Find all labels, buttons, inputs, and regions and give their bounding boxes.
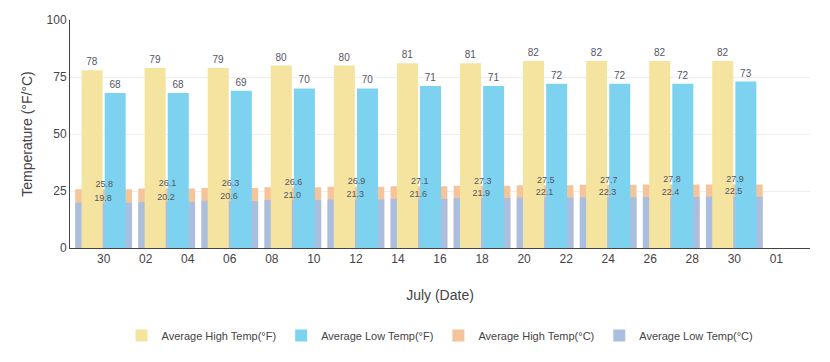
svg-text:75: 75	[53, 70, 67, 84]
svg-text:22.3: 22.3	[599, 187, 617, 197]
svg-text:Average High Temp(°C): Average High Temp(°C)	[478, 330, 594, 342]
svg-text:79: 79	[149, 54, 161, 65]
svg-text:16: 16	[433, 252, 447, 266]
svg-text:26.6: 26.6	[285, 177, 303, 187]
svg-text:27.7: 27.7	[600, 175, 618, 185]
svg-text:72: 72	[551, 70, 563, 81]
svg-text:20.6: 20.6	[220, 191, 238, 201]
svg-text:22.5: 22.5	[725, 186, 743, 196]
svg-text:68: 68	[109, 79, 121, 90]
svg-text:30: 30	[97, 252, 111, 266]
svg-text:50: 50	[53, 127, 67, 141]
svg-text:July (Date): July (Date)	[406, 287, 474, 303]
svg-text:71: 71	[488, 72, 500, 83]
svg-text:82: 82	[654, 47, 666, 58]
svg-text:100: 100	[47, 13, 67, 27]
svg-text:68: 68	[172, 79, 184, 90]
svg-text:81: 81	[465, 49, 477, 60]
svg-text:14: 14	[391, 252, 405, 266]
svg-text:0: 0	[60, 241, 67, 255]
svg-text:26: 26	[644, 252, 658, 266]
svg-text:25.8: 25.8	[96, 179, 114, 189]
svg-text:06: 06	[223, 252, 237, 266]
svg-text:01: 01	[770, 252, 784, 266]
svg-text:27.1: 27.1	[411, 176, 429, 186]
svg-text:27.9: 27.9	[726, 174, 744, 184]
svg-text:81: 81	[402, 49, 414, 60]
svg-text:28: 28	[686, 252, 700, 266]
svg-text:70: 70	[362, 74, 374, 85]
svg-text:20.2: 20.2	[157, 192, 175, 202]
svg-text:22.4: 22.4	[662, 187, 680, 197]
svg-text:21.6: 21.6	[410, 189, 428, 199]
svg-text:25: 25	[53, 184, 67, 198]
svg-text:26.3: 26.3	[222, 178, 240, 188]
svg-text:19.8: 19.8	[94, 193, 112, 203]
svg-text:80: 80	[339, 52, 351, 63]
svg-text:26.9: 26.9	[348, 176, 366, 186]
svg-text:82: 82	[591, 47, 603, 58]
svg-text:72: 72	[677, 70, 689, 81]
svg-text:69: 69	[236, 77, 248, 88]
svg-text:21.3: 21.3	[346, 189, 364, 199]
svg-text:70: 70	[299, 74, 311, 85]
svg-text:22: 22	[559, 252, 573, 266]
svg-text:27.3: 27.3	[474, 176, 492, 186]
svg-text:Average Low Temp(°F): Average Low Temp(°F)	[321, 330, 433, 342]
svg-text:78: 78	[86, 56, 98, 67]
svg-text:04: 04	[181, 252, 195, 266]
svg-text:18: 18	[475, 252, 489, 266]
svg-text:71: 71	[425, 72, 437, 83]
svg-text:82: 82	[528, 47, 540, 58]
svg-text:12: 12	[349, 252, 363, 266]
svg-text:20: 20	[517, 252, 531, 266]
svg-text:Average Low Temp(°C): Average Low Temp(°C)	[639, 330, 752, 342]
svg-text:21.9: 21.9	[473, 188, 491, 198]
svg-text:72: 72	[614, 70, 626, 81]
svg-text:27.8: 27.8	[663, 174, 681, 184]
svg-text:08: 08	[265, 252, 279, 266]
svg-text:Temperature (°F/°C): Temperature (°F/°C)	[19, 71, 35, 197]
svg-text:30: 30	[728, 252, 742, 266]
svg-text:79: 79	[212, 54, 224, 65]
svg-text:73: 73	[740, 68, 752, 79]
svg-text:02: 02	[139, 252, 153, 266]
svg-text:10: 10	[307, 252, 321, 266]
svg-text:82: 82	[717, 47, 729, 58]
svg-text:21.0: 21.0	[283, 190, 301, 200]
svg-text:22.1: 22.1	[536, 187, 554, 197]
svg-text:24: 24	[602, 252, 616, 266]
svg-text:Average High Temp(°F): Average High Temp(°F)	[162, 330, 277, 342]
svg-text:80: 80	[275, 52, 287, 63]
svg-text:26.1: 26.1	[159, 178, 177, 188]
svg-text:27.5: 27.5	[537, 175, 555, 185]
